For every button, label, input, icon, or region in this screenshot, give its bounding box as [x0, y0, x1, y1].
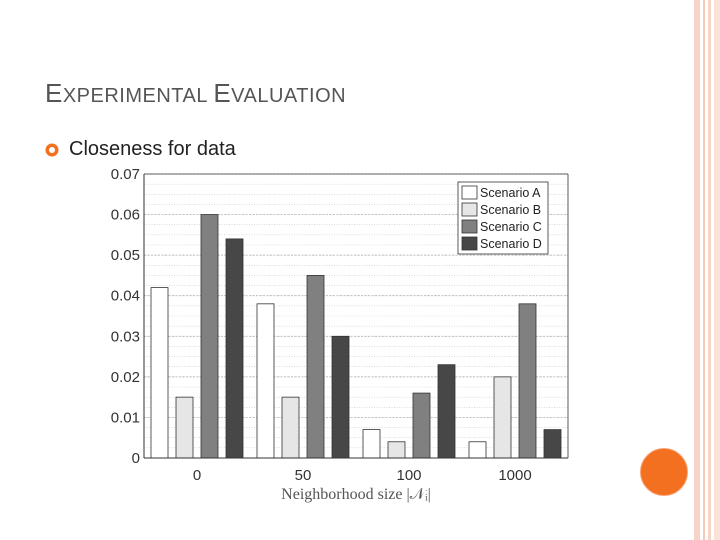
y-tick-label: 0.04 — [111, 288, 140, 305]
bar — [306, 275, 325, 459]
bar — [362, 429, 381, 459]
x-tick-label: 100 — [396, 467, 421, 484]
legend-swatch — [461, 202, 478, 217]
y-tick-label: 0.02 — [111, 369, 140, 386]
title-letter: E — [45, 78, 63, 108]
decorative-border-line — [703, 0, 705, 540]
title-fragment: XPERIMENTAL — [62, 85, 214, 107]
x-tick-label: 0 — [193, 467, 201, 484]
y-tick-label: 0.01 — [111, 409, 140, 426]
bullet-text: Closeness for data — [69, 138, 236, 160]
decorative-border-line — [708, 0, 711, 540]
x-axis-label: Neighborhood size |𝒩ᵢ| — [281, 486, 431, 503]
bullet-item: Closeness for data — [45, 138, 236, 161]
legend-swatch — [461, 185, 478, 200]
bullet-icon — [45, 143, 59, 156]
x-tick-label: 1000 — [498, 467, 531, 484]
y-tick-label: 0.05 — [111, 247, 140, 264]
legend-label: Scenario D — [480, 237, 542, 251]
bar — [256, 303, 275, 459]
bar — [518, 303, 537, 459]
bar — [543, 429, 562, 459]
title-letter: E — [213, 78, 232, 108]
bar — [493, 376, 512, 459]
bar — [175, 396, 194, 459]
bar — [437, 364, 456, 459]
decorative-circle — [640, 448, 688, 496]
x-tick-label: 50 — [295, 467, 312, 484]
bar — [412, 392, 431, 459]
bar — [387, 441, 406, 459]
legend-swatch — [461, 219, 478, 234]
y-tick-label: 0.03 — [111, 328, 140, 345]
slide-title: EXPERIMENTAL EVALUATION — [45, 78, 346, 109]
decorative-border-line — [714, 0, 720, 540]
decorative-border-line — [694, 0, 700, 540]
y-tick-label: 0 — [132, 450, 140, 467]
title-fragment: VALUATION — [231, 85, 347, 107]
legend-label: Scenario A — [480, 186, 541, 200]
legend-swatch — [461, 236, 478, 251]
bar — [468, 441, 487, 459]
bar — [281, 396, 300, 459]
y-tick-label: 0.07 — [111, 166, 140, 183]
legend-label: Scenario C — [480, 220, 542, 234]
bar — [331, 335, 350, 459]
y-tick-label: 0.06 — [111, 207, 140, 224]
bar — [200, 214, 219, 459]
bar — [150, 287, 169, 459]
bar — [225, 238, 244, 459]
legend-label: Scenario B — [480, 203, 541, 217]
